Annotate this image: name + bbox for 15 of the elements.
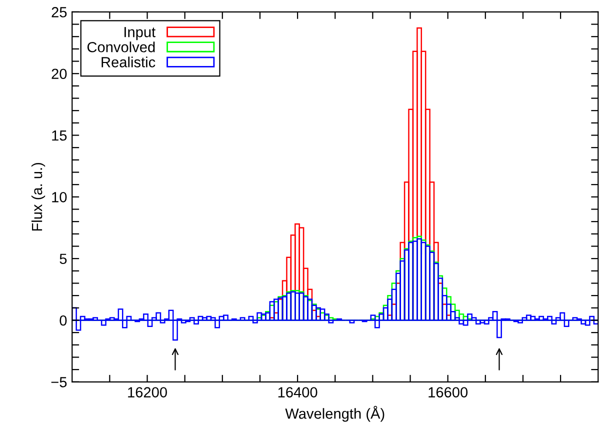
y-tick-label: 20 <box>52 68 67 80</box>
y-tick-label: 25 <box>52 7 67 18</box>
x-axis-title: Wavelength (Å) <box>285 406 384 422</box>
y-axis-title: Flux (a. u.) <box>31 162 46 231</box>
legend-label: Convolved <box>87 42 155 52</box>
y-tick-label: 5 <box>60 254 67 264</box>
legend-label: Realistic <box>102 56 156 68</box>
y-tick-label: 15 <box>52 130 67 141</box>
x-tick-label: 16200 <box>128 387 167 398</box>
y-tick-label: 0 <box>60 315 67 326</box>
y-tick-label: 10 <box>52 192 67 202</box>
y-tick-label: −5 <box>51 377 67 388</box>
legend-label: Input <box>124 27 156 40</box>
x-tick-label: 16600 <box>428 387 468 398</box>
x-tick-label: 16400 <box>278 387 318 398</box>
